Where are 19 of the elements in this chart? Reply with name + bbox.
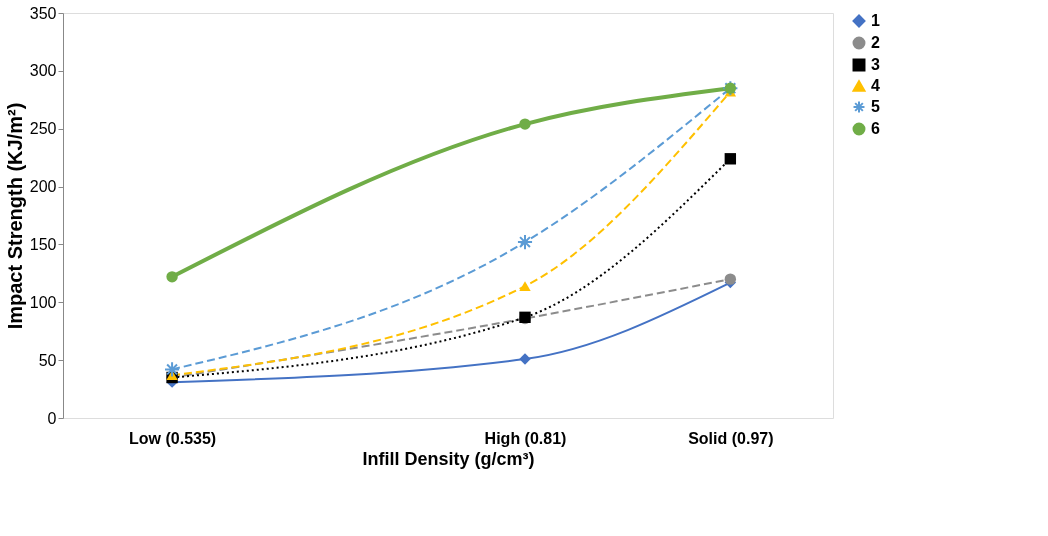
y-tick-label: 50 [38,351,57,369]
legend-label: 5 [871,98,880,115]
legend-label: 1 [871,12,880,29]
x-tick-label: High (0.81) [484,429,567,447]
y-tick-label: 100 [29,293,57,311]
x-tick-label: Low (0.535) [129,429,217,447]
y-tick-label: 350 [29,4,57,22]
y-tick-label: 250 [29,120,57,138]
x-tick-label: Solid (0.97) [688,429,774,447]
y-tick-label: 0 [47,409,57,427]
y-axis-title: Impact Strength (KJ/m²) [3,102,26,330]
legend-label: 4 [871,77,880,94]
legend-label: 6 [871,120,880,137]
y-tick-label: 300 [29,62,57,80]
legend-label: 2 [871,34,880,51]
x-axis-title: Infill Density (g/cm³) [362,448,535,469]
y-tick-label: 200 [29,178,57,196]
y-tick-label: 150 [29,235,57,253]
legend-label: 3 [871,56,880,73]
